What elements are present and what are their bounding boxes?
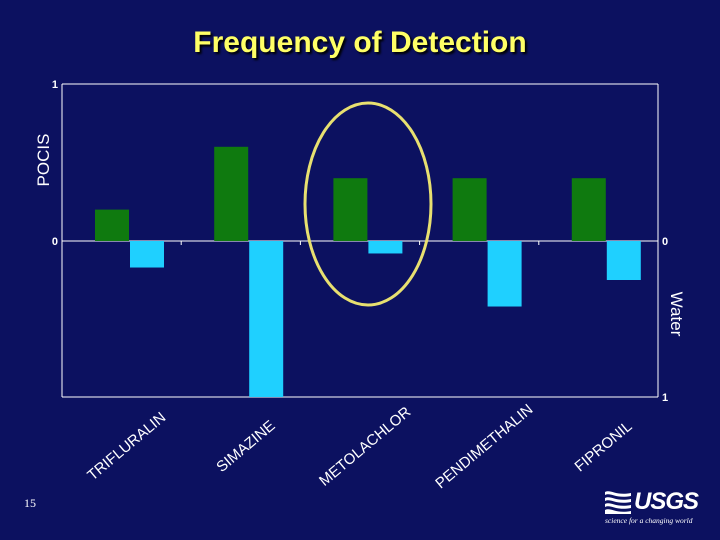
left-tick-label-zero: 0	[52, 236, 58, 248]
water-bar-simazine	[249, 241, 284, 397]
category-label-simazine: SIMAZINE	[213, 417, 278, 476]
pocis-bar-simazine	[214, 146, 249, 241]
water-bar-trifluralin	[130, 241, 164, 268]
category-label-fipronil: FIPRONIL	[572, 418, 636, 475]
usgs-wordmark: USGS	[634, 488, 699, 515]
category-label-trifluralin: TRIFLURALIN	[84, 409, 169, 484]
pocis-bar-trifluralin	[95, 209, 129, 241]
left-tick-label-top: 1	[52, 79, 58, 91]
right-tick-label-zero: 0	[662, 236, 668, 248]
pocis-axis-title: POCIS	[34, 134, 53, 187]
right-tick-label-bottom: 1	[662, 392, 668, 404]
pocis-bar-metolachlor	[333, 178, 368, 241]
water-axis-title: Water	[667, 292, 686, 337]
category-label-metolachlor: METOLACHLOR	[316, 403, 414, 489]
water-bar-fipronil	[606, 241, 641, 280]
water-bar-pendimethalin	[487, 241, 522, 307]
usgs-wave-icon	[605, 491, 631, 514]
page-number: 15	[24, 496, 36, 510]
pocis-bar-pendimethalin	[452, 178, 487, 241]
slide-title: Frequency of Detection	[193, 26, 527, 59]
water-bar-metolachlor	[368, 241, 403, 254]
highlight-ellipse	[303, 101, 433, 307]
usgs-tagline: science for a changing world	[605, 516, 693, 525]
pocis-bar-fipronil	[571, 178, 606, 241]
category-label-pendimethalin: PENDIMETHALIN	[432, 401, 536, 492]
usgs-logo: USGS science for a changing world	[605, 488, 705, 530]
